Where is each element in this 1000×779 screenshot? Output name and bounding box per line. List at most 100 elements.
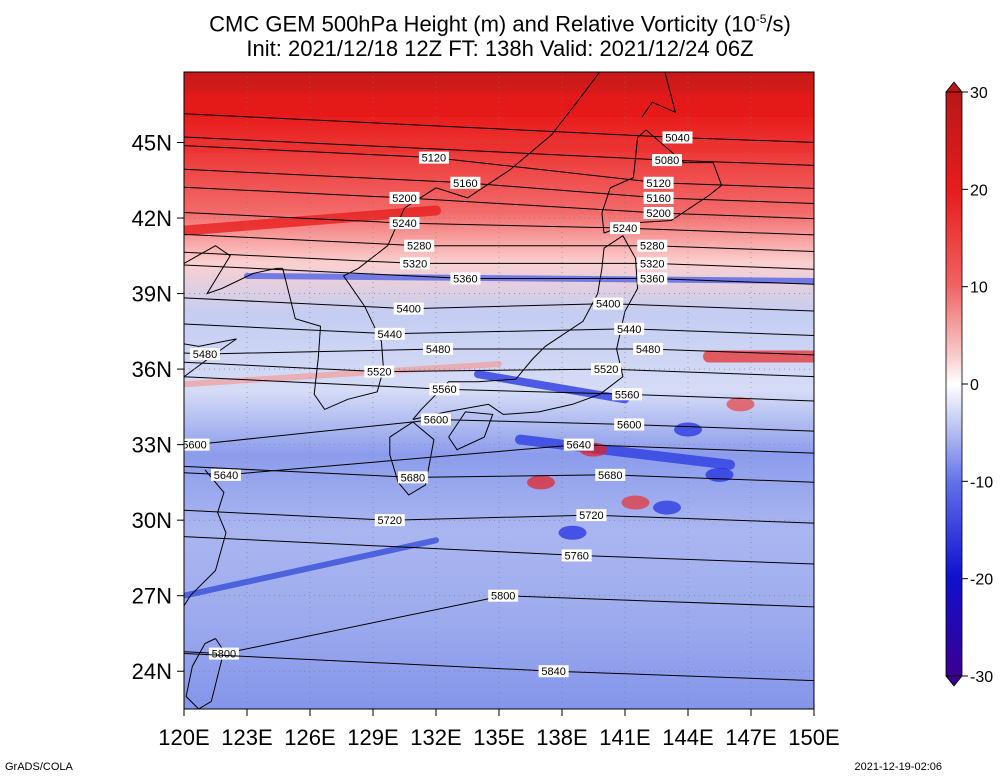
colorbar-body bbox=[945, 91, 963, 677]
coast-korea bbox=[282, 207, 405, 411]
colorbar-top-arrow bbox=[945, 81, 963, 93]
contour-5800 bbox=[184, 595, 814, 655]
x-tick-label: 141E bbox=[599, 725, 650, 750]
footer-timestamp: 2021-12-19-02:06 bbox=[854, 761, 942, 773]
contour-5360 bbox=[184, 264, 814, 285]
contour-label-bg bbox=[397, 471, 428, 484]
band-korea-red bbox=[184, 205, 441, 236]
colorbar-ticks: 30 20 10 0 -10 -20 -30 bbox=[962, 85, 993, 686]
contour-label-bg bbox=[488, 589, 519, 602]
contour-label-5360: 5360 bbox=[453, 273, 477, 285]
contour-label-bg bbox=[637, 257, 668, 270]
contour-label-5160: 5160 bbox=[453, 178, 477, 190]
contour-label-bg bbox=[538, 665, 569, 678]
contour-label-bg bbox=[450, 272, 481, 285]
contour-5720 bbox=[184, 509, 814, 524]
contour-label-5280: 5280 bbox=[407, 241, 431, 253]
contour-label-bg bbox=[208, 647, 239, 660]
contour-label-5480: 5480 bbox=[426, 344, 450, 356]
contour-label-bg bbox=[374, 327, 405, 340]
coast-japan-shikoku bbox=[448, 411, 494, 451]
contour-label-bg bbox=[400, 257, 430, 270]
contour-5200 bbox=[184, 186, 814, 220]
x-tick-label: 144E bbox=[662, 725, 713, 750]
chart-title-line2: Init: 2021/12/18 12Z FT: 138h Valid: 202… bbox=[246, 36, 754, 61]
band-pink-35n bbox=[184, 361, 502, 388]
contour-label-bg bbox=[614, 418, 645, 431]
contour-label-5840: 5840 bbox=[541, 666, 565, 678]
contour-label-bg bbox=[450, 176, 481, 189]
contour-label-5400: 5400 bbox=[396, 304, 420, 316]
contour-5280 bbox=[184, 233, 814, 252]
contour-label-5480: 5480 bbox=[636, 344, 660, 356]
x-tick-label: 135E bbox=[473, 725, 524, 750]
contour-label-5800: 5800 bbox=[212, 649, 236, 661]
title-suffix: /s) bbox=[766, 11, 791, 37]
x-tick-label: 123E bbox=[221, 725, 272, 750]
coast-japan-kyushu bbox=[389, 421, 435, 496]
contour-5320 bbox=[184, 251, 814, 270]
contour-label-bg bbox=[662, 131, 693, 144]
contour-label-bg bbox=[389, 191, 420, 204]
contour-5680 bbox=[184, 465, 814, 483]
y-tick-label: 36N bbox=[132, 357, 172, 382]
contour-label-bg bbox=[364, 365, 395, 378]
contour-label-bg bbox=[576, 509, 607, 522]
contour-label-5560: 5560 bbox=[615, 389, 639, 401]
vorticity-cell bbox=[653, 500, 681, 515]
contour-5160 bbox=[184, 168, 814, 204]
contour-label-bg bbox=[393, 302, 424, 315]
contour-5640 bbox=[184, 444, 814, 476]
contour-label-5760: 5760 bbox=[564, 550, 588, 562]
y-tick-label: 45N bbox=[132, 130, 172, 155]
vorticity-cell bbox=[527, 475, 555, 490]
x-tick-label: 150E bbox=[788, 725, 839, 750]
contour-label-5680: 5680 bbox=[401, 472, 425, 484]
contour-label-bg bbox=[561, 549, 592, 562]
coast-japan-honshu bbox=[412, 234, 639, 420]
vorticity-cell bbox=[705, 467, 734, 482]
contour-label-5600: 5600 bbox=[617, 419, 641, 431]
vorticity-cell bbox=[726, 397, 755, 412]
contour-label-5240: 5240 bbox=[613, 223, 637, 235]
contour-label-bg bbox=[389, 217, 420, 230]
colorbar: 30 20 10 0 -10 -20 -30 bbox=[945, 81, 993, 687]
x-tick-label: 129E bbox=[347, 725, 398, 750]
contour-label-5720: 5720 bbox=[579, 510, 603, 522]
contour-label-5280: 5280 bbox=[640, 241, 664, 253]
contour-label-5600: 5600 bbox=[182, 440, 206, 452]
band-blue-japan bbox=[474, 370, 629, 404]
contour-label-bg bbox=[404, 239, 435, 252]
coast-china-east bbox=[184, 469, 227, 607]
contour-label-5520: 5520 bbox=[367, 367, 391, 379]
footer-credit: GrADS/COLA bbox=[5, 761, 73, 773]
x-tick-label: 147E bbox=[725, 725, 776, 750]
contour-label-5600: 5600 bbox=[424, 414, 448, 426]
contour-label-bg bbox=[190, 347, 220, 360]
vorticity-cell bbox=[674, 422, 702, 437]
contour-label-5160: 5160 bbox=[646, 193, 670, 205]
contour-label-bg bbox=[637, 239, 668, 252]
contour-label-bg bbox=[418, 151, 449, 164]
map-area: 5040 5080 5120 5120 5160 5160 5200 5200 5240 5240… bbox=[182, 72, 814, 709]
colorbar-tick-label: -10 bbox=[970, 474, 993, 491]
coast-japan-hokkaido bbox=[601, 129, 723, 234]
contour-label-5720: 5720 bbox=[378, 515, 402, 527]
y-tick-label: 39N bbox=[132, 282, 172, 307]
contour-label-bg bbox=[652, 154, 682, 167]
contour-label-bg bbox=[593, 297, 624, 310]
colorbar-bottom-arrow bbox=[945, 675, 963, 687]
contour-label-bg bbox=[591, 363, 622, 376]
x-tick-label: 132E bbox=[410, 725, 461, 750]
x-tick-label: 126E bbox=[284, 725, 335, 750]
contour-label-bg bbox=[423, 342, 454, 355]
contour-label-5240: 5240 bbox=[392, 218, 416, 230]
contour-label-5320: 5320 bbox=[640, 258, 664, 270]
chart-title-line1: CMC GEM 500hPa Height (m) and Relative V… bbox=[0, 6, 1000, 37]
contour-label-5200: 5200 bbox=[392, 193, 416, 205]
contour-5440 bbox=[184, 323, 814, 336]
contour-label-bg bbox=[211, 468, 241, 481]
colorbar-tick-label: 30 bbox=[970, 85, 988, 102]
colorbar-tick-label: 20 bbox=[970, 182, 988, 199]
